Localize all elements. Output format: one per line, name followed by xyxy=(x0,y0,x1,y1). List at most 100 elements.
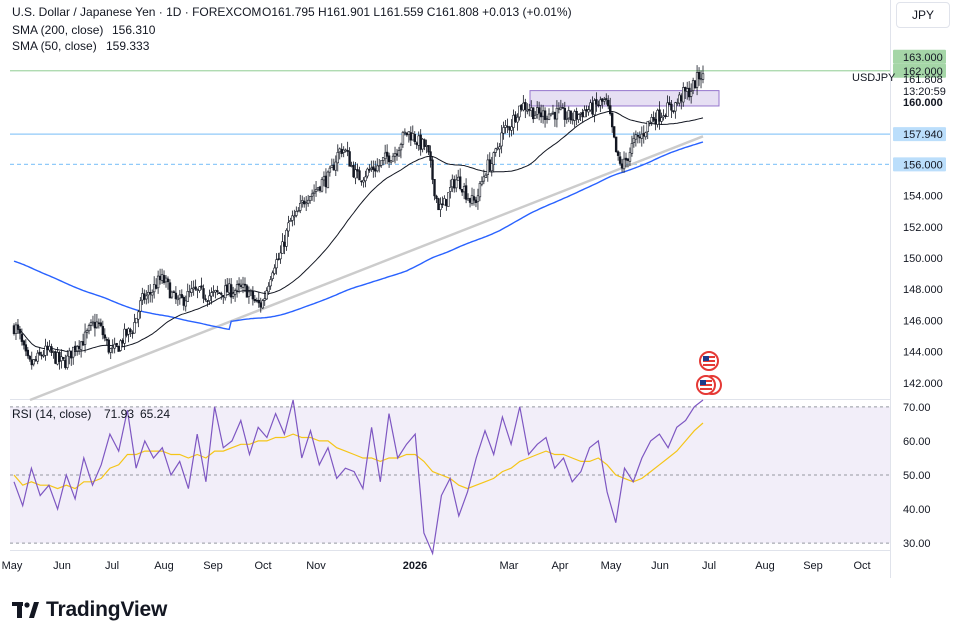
candle-body xyxy=(423,139,426,147)
horizontal-levels xyxy=(10,70,890,165)
candle-body xyxy=(206,300,209,303)
candle-body xyxy=(547,113,551,120)
candle-body xyxy=(380,160,383,166)
sma50-line xyxy=(13,110,704,353)
candle-body xyxy=(306,199,310,204)
candle-body xyxy=(520,104,523,110)
candle-body xyxy=(563,107,567,120)
candle-body xyxy=(701,73,705,80)
candle-body xyxy=(462,186,466,193)
sma200-layer xyxy=(13,141,704,331)
candle-body xyxy=(555,107,559,120)
candle-body xyxy=(419,134,422,150)
candle-body xyxy=(368,168,371,171)
candle-body xyxy=(261,300,264,309)
candle-body xyxy=(304,202,308,205)
candle-body xyxy=(48,345,51,351)
rsi-legend-label[interactable]: RSI (14, close) xyxy=(12,407,91,421)
currency-button[interactable]: JPY xyxy=(896,2,950,28)
candle-body xyxy=(210,292,213,297)
candle-body xyxy=(14,324,18,334)
candle-body xyxy=(271,272,274,279)
candle-body xyxy=(636,134,640,137)
candle-body xyxy=(539,112,543,118)
candle-body xyxy=(387,155,391,163)
candle-body xyxy=(182,297,185,306)
candle-body xyxy=(101,326,105,336)
candle-body xyxy=(506,125,509,128)
sma50-legend-value: 159.333 xyxy=(106,39,150,53)
candle-body xyxy=(510,126,513,131)
symbol-title[interactable]: U.S. Dollar / Japanese Yen · 1D · FOREXC… xyxy=(12,5,261,19)
us-flag-event-icon-stacked[interactable] xyxy=(696,375,722,395)
candle-body xyxy=(512,114,515,128)
price-axis-label: 150.000 xyxy=(903,253,943,265)
candle-body xyxy=(263,298,266,301)
candle-body xyxy=(691,80,695,91)
candle-body xyxy=(141,293,144,301)
candle-body xyxy=(524,102,527,110)
time-axis-label: Jun xyxy=(53,560,71,572)
candle-body xyxy=(496,147,499,150)
candle-body xyxy=(695,72,699,88)
candle-body xyxy=(158,275,162,281)
candle-body xyxy=(145,295,148,300)
rsi-axis-label: 40.00 xyxy=(903,504,931,516)
candle-body xyxy=(60,356,63,362)
candle-body xyxy=(644,132,647,138)
candle-body xyxy=(64,359,67,368)
candle-body xyxy=(579,112,582,115)
tradingview-logo-icon xyxy=(12,600,40,620)
time-axis-label: Nov xyxy=(306,560,326,572)
candle-body xyxy=(54,351,57,364)
candle-body xyxy=(561,107,565,109)
candle-body xyxy=(192,287,195,290)
candle-body xyxy=(660,117,663,122)
candle-body xyxy=(328,167,332,173)
candle-body xyxy=(689,91,693,97)
candle-body xyxy=(354,169,357,179)
candle-body xyxy=(648,120,651,123)
candle-body xyxy=(123,328,126,344)
candle-body xyxy=(12,325,16,334)
candle-body xyxy=(453,179,456,189)
sma50-legend-label[interactable]: SMA (50, close) xyxy=(12,39,97,53)
candle-body xyxy=(139,300,142,312)
sma200-legend-label[interactable]: SMA (200, close) xyxy=(12,23,103,37)
candle-body xyxy=(289,220,292,223)
candle-body xyxy=(117,346,120,352)
candle-body xyxy=(137,311,140,320)
price-pane[interactable] xyxy=(10,38,890,400)
candle-body xyxy=(281,241,284,254)
candle-body xyxy=(350,165,353,167)
candle-body xyxy=(482,176,486,182)
us-flag-event-icon[interactable] xyxy=(699,351,719,371)
candle-body xyxy=(372,166,375,171)
candle-body xyxy=(401,131,405,145)
rsi-legend-value: 71.93 xyxy=(104,407,134,421)
candle-body xyxy=(476,195,480,202)
candle-body xyxy=(265,290,268,300)
price-badge-bg xyxy=(893,49,946,64)
candle-body xyxy=(133,322,136,334)
candle-body xyxy=(105,339,108,341)
candle-body xyxy=(237,283,241,286)
candle-body xyxy=(458,176,462,189)
time-axis-label: Jul xyxy=(105,560,119,572)
symbol-price-label: USDJPY xyxy=(852,72,896,84)
trendline-layer xyxy=(29,135,704,402)
candle-body xyxy=(38,351,41,355)
candle-body xyxy=(535,107,539,115)
candle-body xyxy=(251,290,255,300)
bar-countdown: 13:20:59 xyxy=(903,86,946,98)
candle-body xyxy=(514,114,517,122)
candle-body xyxy=(111,346,114,349)
candle-body xyxy=(283,241,286,247)
candle-body xyxy=(537,107,541,114)
tradingview-logo: TradingView xyxy=(12,598,167,622)
price-badge-label: 157.940 xyxy=(903,129,943,141)
candle-body xyxy=(190,288,193,293)
candle-body xyxy=(293,215,296,218)
candle-body xyxy=(587,109,590,113)
